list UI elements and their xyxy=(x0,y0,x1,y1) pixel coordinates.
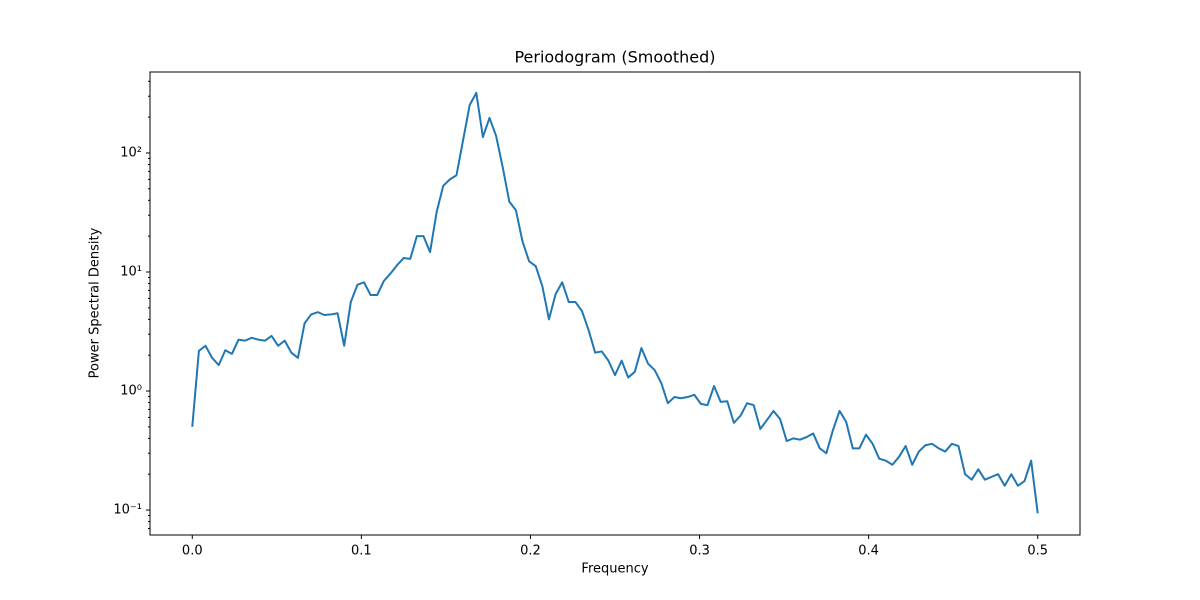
x-tick-label: 0.1 xyxy=(351,544,372,559)
y-tick-label: 10⁻¹ xyxy=(113,503,142,518)
y-tick-label: 10² xyxy=(120,145,142,160)
x-tick-label: 0.4 xyxy=(858,544,879,559)
plot-frame xyxy=(149,71,1081,536)
y-tick-label: 10⁰ xyxy=(120,384,142,399)
x-tick-label: 0.0 xyxy=(182,544,203,559)
line-series xyxy=(191,91,1039,514)
x-axis-label: Frequency xyxy=(581,562,648,577)
y-axis-label: Power Spectral Density xyxy=(88,227,103,378)
x-tick-label: 0.5 xyxy=(1027,544,1048,559)
x-tick-label: 0.3 xyxy=(689,544,710,559)
y-tick-label: 10¹ xyxy=(120,264,142,279)
x-tick-label: 0.2 xyxy=(520,544,541,559)
chart-title: Periodogram (Smoothed) xyxy=(514,48,715,67)
